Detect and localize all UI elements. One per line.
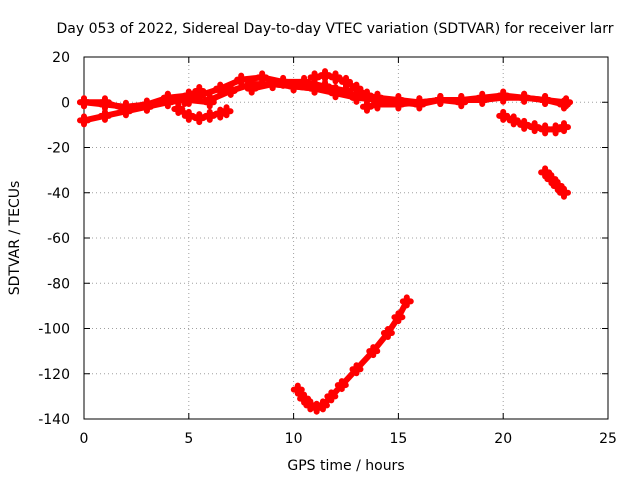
data-point: [328, 70, 343, 85]
data-point: [192, 111, 207, 126]
x-axis-label: GPS time / hours: [287, 458, 404, 474]
x-tick-label: 10: [285, 431, 303, 447]
data-point: [349, 362, 364, 377]
data-point: [527, 120, 542, 135]
data-point: [77, 113, 91, 128]
data-point: [550, 178, 565, 193]
data-point: [297, 391, 312, 406]
data-point: [118, 104, 133, 119]
plot-frame: [83, 56, 609, 420]
data-point: [307, 70, 322, 85]
data-point: [334, 378, 349, 393]
data-point: [391, 97, 406, 112]
data-point: [192, 88, 207, 103]
data-point: [556, 185, 571, 200]
data-point: [496, 108, 511, 123]
data-point: [328, 86, 343, 101]
x-tick-label: 20: [494, 431, 512, 447]
data-point: [265, 77, 280, 92]
data-point: [349, 81, 364, 96]
data-point: [255, 70, 270, 85]
data-point: [202, 108, 217, 123]
data-point: [286, 79, 301, 94]
data-point: [77, 95, 91, 110]
data-point: [290, 382, 305, 397]
x-tick-label: 5: [184, 431, 193, 447]
y-tick-label: -120: [38, 367, 70, 383]
x-tick-label: 25: [599, 431, 617, 447]
grid: [84, 57, 608, 419]
data-point: [97, 108, 112, 123]
data-point: [399, 294, 414, 309]
data-point: [97, 95, 112, 110]
data-point: [496, 88, 511, 103]
y-tick-label: 20: [52, 50, 70, 66]
data-point: [244, 81, 259, 96]
data-point: [544, 172, 559, 187]
data-point: [213, 81, 228, 96]
data-point: [359, 99, 374, 114]
y-tick-label: -100: [38, 322, 70, 338]
data-point: [307, 81, 322, 96]
data-point: [339, 74, 353, 89]
data-point: [223, 83, 238, 98]
data-point: [556, 97, 571, 112]
data-point: [359, 88, 374, 103]
data-point: [454, 95, 469, 110]
data-point: [202, 92, 217, 107]
data-point: [318, 68, 333, 83]
data-point: [556, 120, 571, 135]
data-point: [234, 72, 249, 87]
y-tick-label: -40: [47, 186, 70, 202]
data-series: [77, 68, 574, 415]
y-tick-label: -60: [47, 231, 70, 247]
x-tick-label: 15: [389, 431, 407, 447]
data-point: [177, 92, 192, 107]
tick-labels: 0 5 10 15 20 25 20 0 -20 -40 -60 -80 -100 -120 -140: [38, 50, 617, 447]
data-point: [366, 344, 381, 359]
data-point: [517, 90, 532, 105]
series-11-trace: [294, 298, 410, 411]
y-tick-label: -20: [47, 141, 70, 157]
data-point: [324, 389, 339, 404]
data-point: [475, 90, 490, 105]
data-point: [538, 92, 553, 107]
data-point: [433, 92, 448, 107]
data-point: [315, 398, 330, 413]
data-point: [412, 95, 427, 110]
tick-marks: [83, 56, 609, 420]
data-point: [181, 108, 196, 123]
data-point: [171, 102, 186, 117]
data-point: [517, 117, 532, 132]
data-point: [219, 104, 234, 119]
chart-title: Day 053 of 2022, Sidereal Day-to-day VTE…: [57, 21, 614, 37]
data-point: [538, 122, 553, 137]
data-point: [391, 310, 406, 325]
y-axis-label: SDTVAR / TECUs: [7, 181, 23, 296]
y-tick-label: -140: [38, 412, 70, 428]
y-tick-label: 0: [61, 95, 70, 111]
data-point: [506, 113, 521, 128]
data-point: [538, 165, 553, 180]
series-10-trace: [542, 169, 567, 196]
data-point: [139, 99, 154, 114]
data-point: [370, 97, 385, 112]
data-point: [380, 326, 395, 341]
data-point: [160, 95, 175, 110]
x-tick-label: 0: [80, 431, 89, 447]
y-tick-label: -80: [47, 276, 70, 292]
